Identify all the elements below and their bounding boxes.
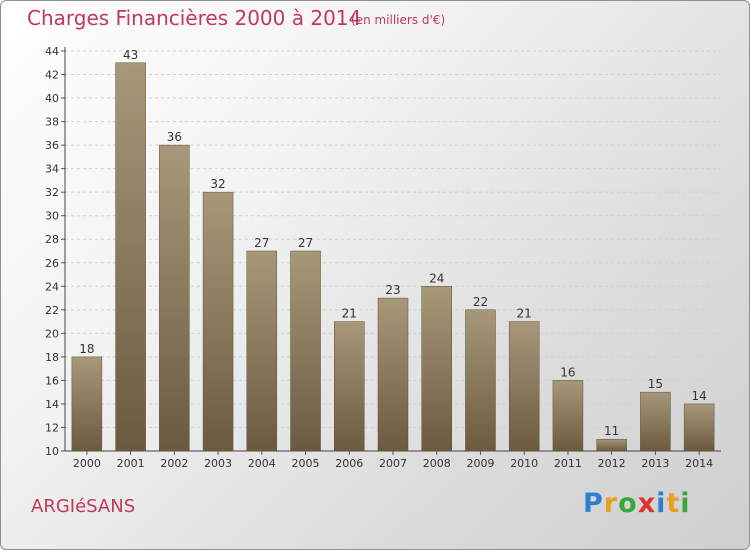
logo-letter: t [666, 488, 681, 519]
data-label: 32 [210, 177, 225, 191]
x-tick-label: 2007 [379, 457, 407, 470]
data-label: 27 [254, 236, 269, 250]
data-label: 36 [167, 130, 182, 144]
data-label: 21 [342, 307, 357, 321]
y-tick-label: 30 [45, 210, 59, 223]
data-label: 18 [79, 342, 94, 356]
y-tick-label: 28 [45, 233, 59, 246]
bar-2004 [246, 250, 278, 452]
chart-title: Charges Financières 2000 à 2014 [27, 6, 362, 30]
bar-2007 [377, 297, 409, 452]
logo-letter: x [637, 488, 657, 519]
x-tick-label: 2002 [160, 457, 188, 470]
y-tick-label: 34 [45, 163, 59, 176]
x-tick-label: 2004 [248, 457, 276, 470]
data-label: 15 [648, 377, 663, 391]
x-tick-label: 2003 [204, 457, 232, 470]
y-tick-label: 40 [45, 92, 59, 105]
bar-2009 [465, 309, 496, 452]
y-tick-label: 18 [45, 351, 59, 364]
x-tick-label: 2010 [510, 457, 538, 470]
y-tick-label: 12 [45, 421, 59, 434]
x-tick-label: 2008 [423, 457, 451, 470]
y-tick-label: 26 [45, 257, 59, 270]
axes: 10 12 14 16 18 20 22 24 26 28 30 32 34 36 38 40 42 44 2000… [45, 45, 721, 470]
x-tick-label: 2009 [466, 457, 494, 470]
x-tick-label: 2005 [292, 457, 320, 470]
bars [71, 62, 715, 452]
bar-2012 [596, 438, 627, 452]
bar-2006 [334, 321, 365, 452]
bar-2013 [640, 391, 671, 452]
bar-2003 [202, 191, 234, 452]
data-label: 24 [429, 271, 444, 285]
y-tick-label: 32 [45, 186, 59, 199]
data-label: 11 [604, 424, 619, 438]
y-tick-label: 20 [45, 327, 59, 340]
y-tick-label: 24 [45, 280, 59, 293]
data-label: 43 [123, 48, 138, 62]
data-label: 21 [517, 307, 532, 321]
y-tick-label: 10 [45, 445, 59, 458]
x-tick-label: 2014 [685, 457, 713, 470]
x-tick-label: 2011 [554, 457, 582, 470]
x-tick-label: 2006 [335, 457, 363, 470]
proxiti-logo[interactable]: Proxiti [583, 488, 691, 519]
bar-2014 [683, 403, 715, 452]
data-label: 23 [385, 283, 400, 297]
x-tick-label: 2000 [73, 457, 101, 470]
y-tick-label: 42 [45, 69, 59, 82]
data-labels: 18 43 36 32 27 27 21 23 24 22 21 16 11 15 14 [79, 48, 707, 438]
data-label: 14 [691, 389, 706, 403]
bar-2008 [421, 286, 452, 452]
bar-2002 [159, 144, 190, 452]
logo-letter: r [603, 488, 619, 519]
chart-subtitle: (en milliers d'€) [351, 13, 446, 27]
bar-2005 [290, 250, 321, 452]
logo-letter: P [583, 488, 604, 519]
bar-2001 [115, 62, 146, 452]
y-tick-label: 38 [45, 116, 59, 129]
logo-letter: i [656, 488, 667, 519]
bar-2011 [552, 380, 584, 452]
x-tick-label: 2001 [117, 457, 145, 470]
bar-2010 [508, 321, 540, 452]
y-tick-label: 44 [45, 45, 59, 58]
x-tick-label: 2012 [598, 457, 626, 470]
commune-name: ARGIéSANS [31, 496, 136, 517]
y-tick-label: 16 [45, 374, 59, 387]
bar-2000 [71, 356, 103, 452]
data-label: 22 [473, 295, 488, 309]
data-label: 16 [560, 365, 575, 379]
y-tick-label: 14 [45, 398, 59, 411]
y-tick-label: 36 [45, 139, 59, 152]
x-tick-label: 2013 [641, 457, 669, 470]
logo-letter: o [618, 488, 638, 519]
y-tick-label: 22 [45, 304, 59, 317]
logo-letter: i [680, 488, 691, 519]
data-label: 27 [298, 236, 313, 250]
